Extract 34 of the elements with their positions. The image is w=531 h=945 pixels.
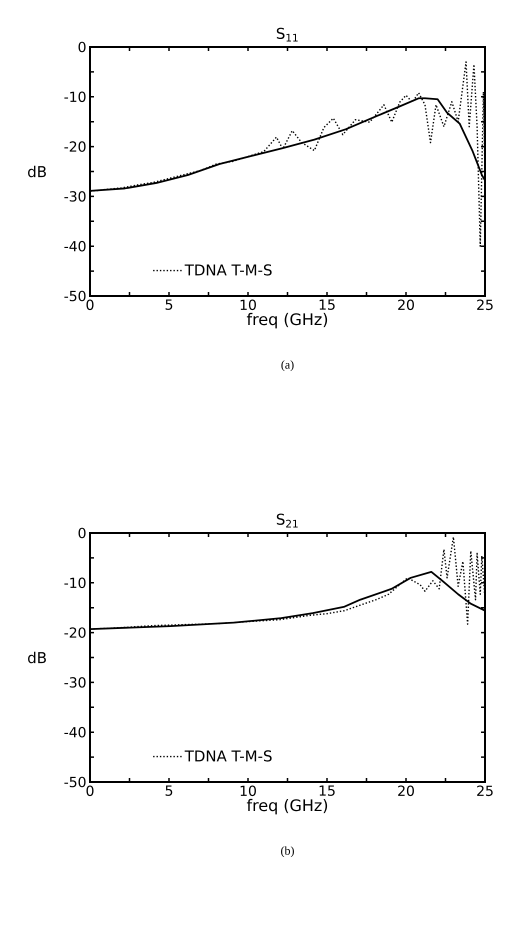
x-axis-title: freq (GHz) xyxy=(246,312,328,328)
x-tick-label: 10 xyxy=(240,300,256,310)
chart-title: S$_{21}$ xyxy=(276,514,298,528)
y-tick-label: -40 xyxy=(64,726,86,738)
y-tick-label: -50 xyxy=(64,290,86,302)
y-tick-label: 0 xyxy=(78,528,86,538)
y-axis-title: dB xyxy=(28,652,46,664)
y-axis-title: dB xyxy=(28,166,46,178)
x-tick-label: 20 xyxy=(398,786,414,796)
x-tick-label: 25 xyxy=(477,300,493,310)
x-axis-title: freq (GHz) xyxy=(246,798,328,814)
y-tick-label: -10 xyxy=(64,92,86,102)
y-tick-label: -30 xyxy=(64,191,86,202)
x-tick-label: 15 xyxy=(320,300,335,310)
x-tick-label: 5 xyxy=(166,786,172,796)
y-tick-label: 0 xyxy=(78,42,86,52)
y-tick-label: -40 xyxy=(64,240,86,252)
legend-label: TDNA T-M-S xyxy=(184,750,272,762)
y-tick-label: -20 xyxy=(64,627,86,638)
y-tick-label: -20 xyxy=(64,141,86,152)
x-tick-label: 25 xyxy=(477,786,493,796)
x-tick-label: 10 xyxy=(240,786,256,796)
text: (a) xyxy=(281,360,294,372)
y-tick-label: -50 xyxy=(64,776,86,788)
y-tick-label: -10 xyxy=(64,578,86,588)
x-tick-label: 0 xyxy=(86,300,94,310)
x-tick-label: 5 xyxy=(166,300,172,310)
text: (b) xyxy=(281,846,294,858)
y-tick-label: -30 xyxy=(64,677,86,688)
x-tick-label: 20 xyxy=(398,300,414,310)
legend-label: TDNA T-M-S xyxy=(184,264,272,276)
chart-title: S$_{11}$ xyxy=(276,28,298,42)
x-tick-label: 0 xyxy=(86,786,94,796)
x-tick-label: 15 xyxy=(320,786,335,796)
